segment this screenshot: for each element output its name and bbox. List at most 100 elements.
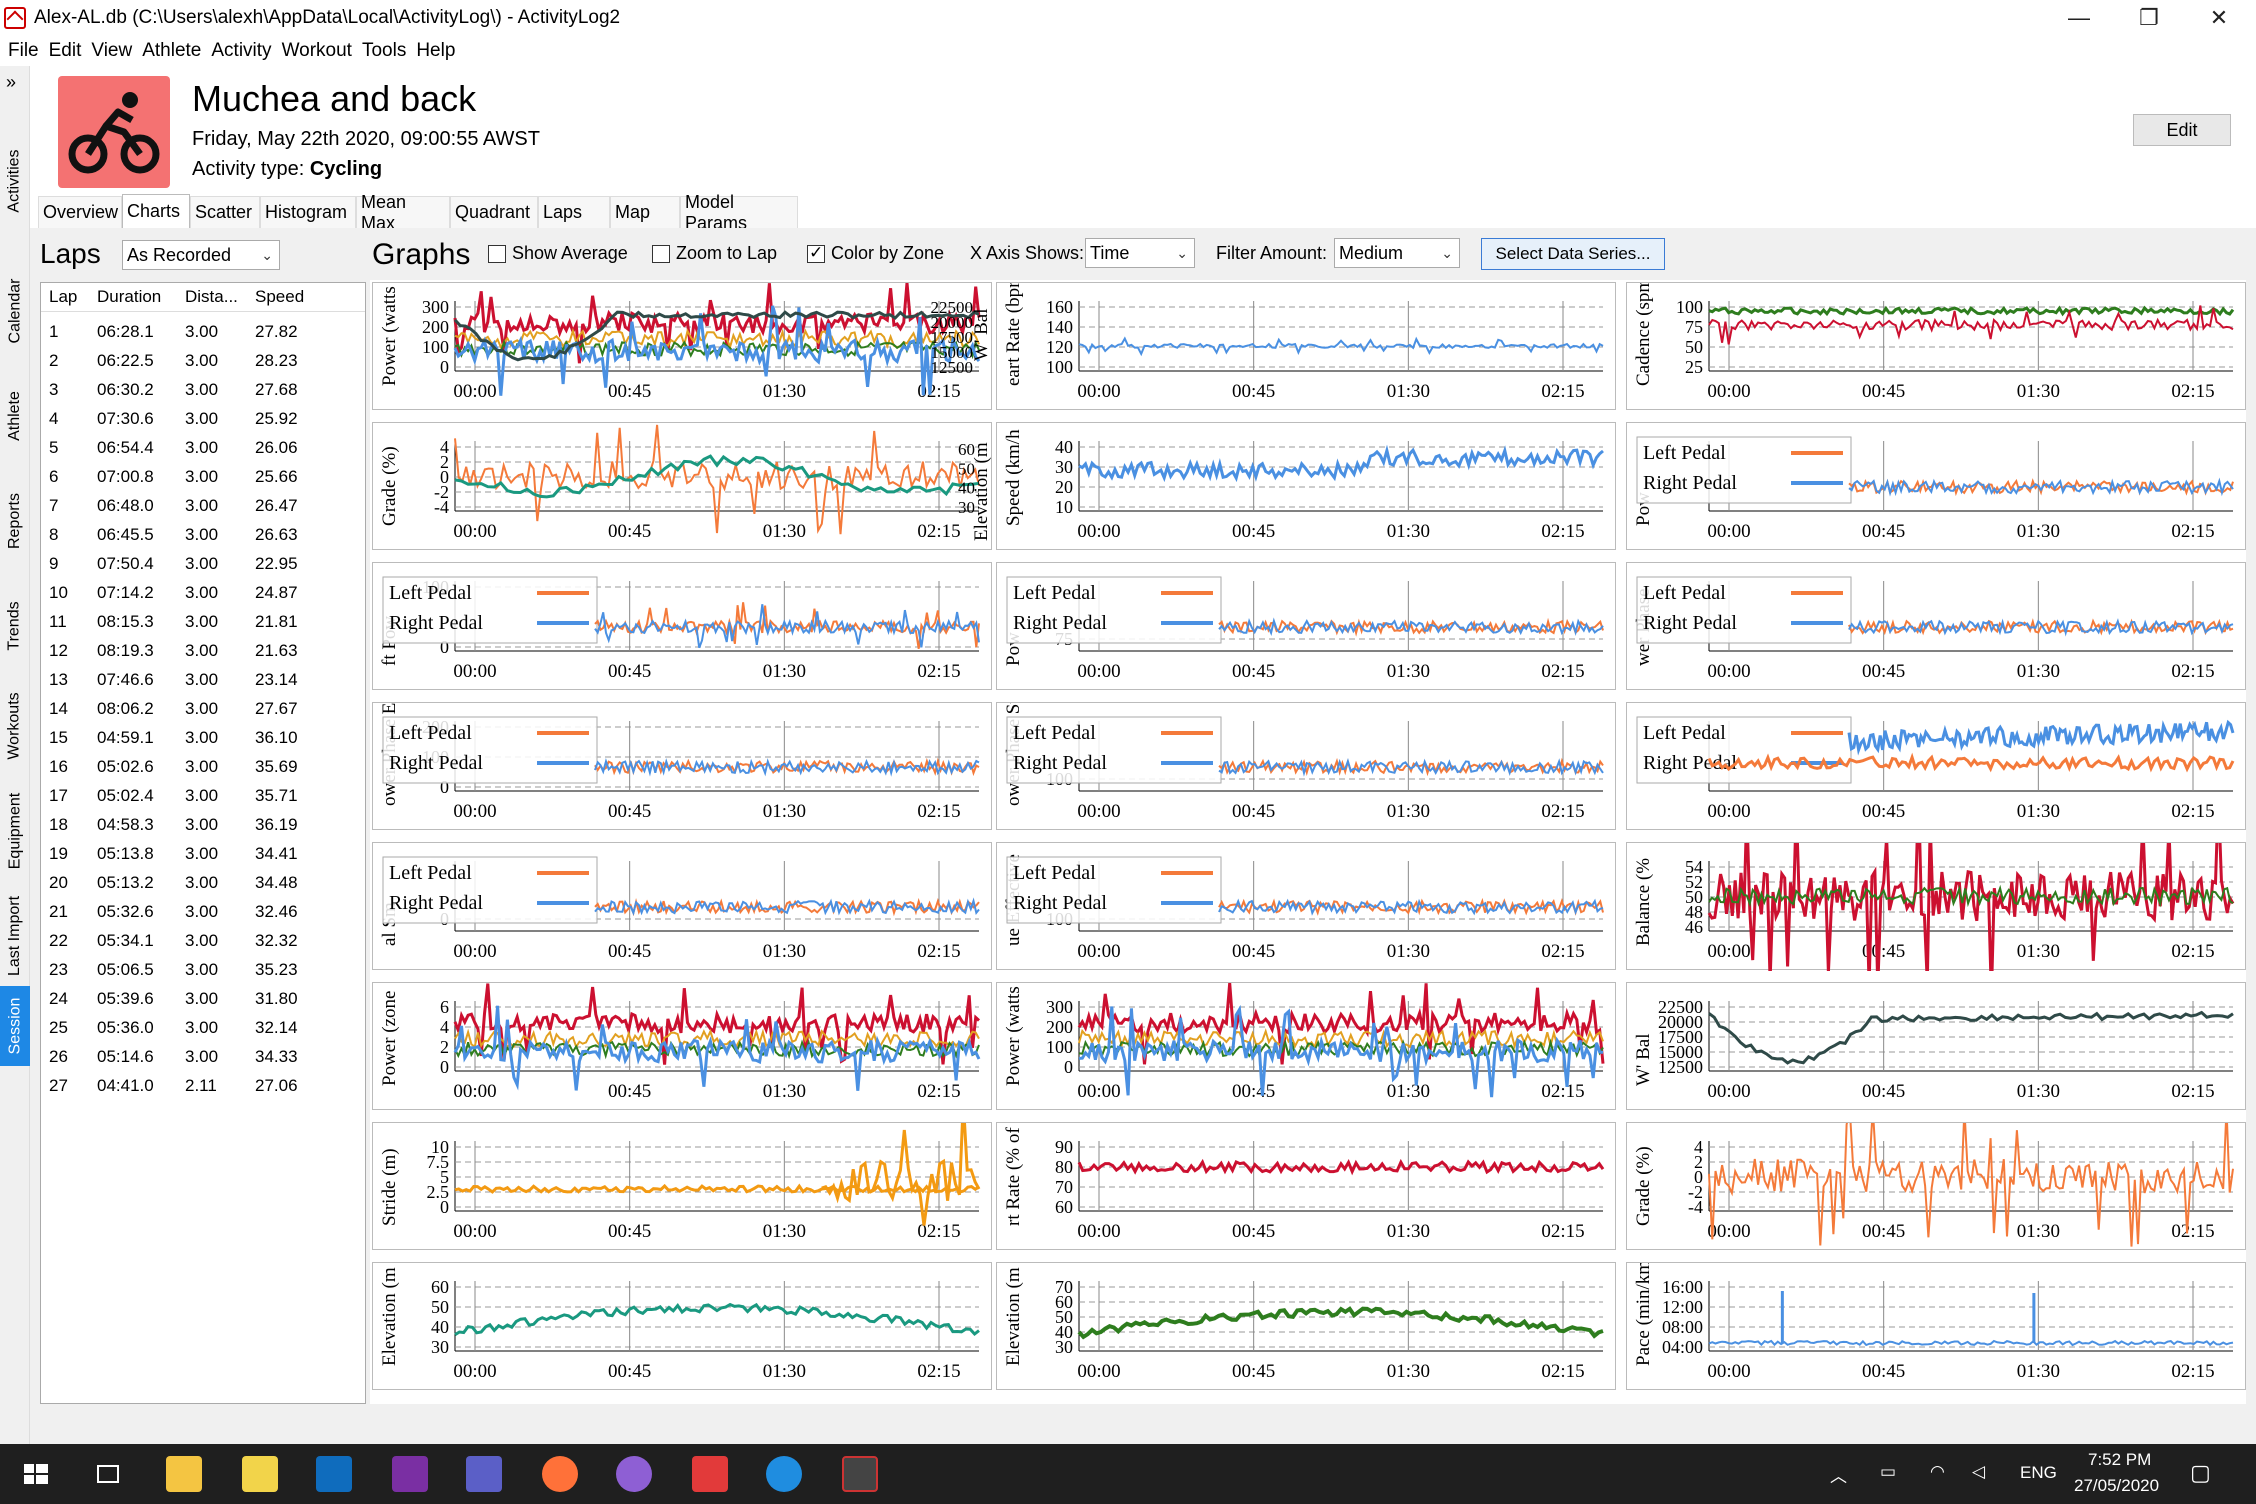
tab-model-params[interactable]: Model Params [680,192,798,233]
chart-hr-flat[interactable]: eart Rate (bpr 160 140 120 100 00:00 00:45 01:3… [996,282,1616,410]
tab-histogram[interactable]: Histogram [260,196,356,228]
menu-help[interactable]: Help [416,40,456,61]
menu-workout[interactable]: Workout [281,40,352,61]
sidebar-item-reports[interactable]: Reports [6,492,23,550]
emacs-icon[interactable] [616,1456,652,1492]
sidebar-item-equipment[interactable]: Equipment [6,792,23,870]
tab-quadrant[interactable]: Quadrant [450,196,538,228]
chart-stride[interactable]: Stride (m) 10 7.5 5 2.5 0 00:00 00:45 01:30 02:15 [372,1122,992,1250]
filter-amount-select[interactable]: Medium ⌄ [1334,238,1460,268]
table-row[interactable]: 24 05:39.6 3.00 31.80 [41,986,367,1015]
wifi-icon[interactable]: ◠ [1930,1462,1945,1481]
table-row[interactable]: 16 05:02.6 3.00 35.69 [41,754,367,783]
volume-icon[interactable]: ◁ [1972,1462,1986,1481]
chart-power-wbal[interactable]: Power (watts 300 200 100 0 00:00 00:45 01:30 02:… [372,282,992,410]
sidebar-item-session[interactable]: Session [0,986,30,1066]
col-distance[interactable]: Dista... [185,287,238,306]
table-row[interactable]: 4 07:30.6 3.00 25.92 [41,406,367,435]
sidebar-item-athlete[interactable]: Athlete [6,391,23,441]
battery-icon[interactable]: ▭ [1880,1462,1897,1481]
sidebar-item-trends[interactable]: Trends [6,601,24,651]
chart-power[interactable]: Power (watts 300 200 100 0 00:00 00:45 01:30 02:… [996,982,1616,1110]
chart-legend-mid[interactable]: ower Phase St10000:0000:4501:3002:15Left… [996,702,1616,830]
chart-legend-two[interactable]: 00:00 00:45 01:30 02:15 Left Pedal Right Peda… [1626,702,2246,830]
file-explorer-icon[interactable] [166,1456,202,1492]
chart-elev-teal[interactable]: Elevation (m 60 50 40 30 00:00 00:45 01:30 02:15 [372,1262,992,1390]
table-row[interactable]: 8 06:45.5 3.00 26.63 [41,522,367,551]
table-row[interactable]: 11 08:15.3 3.00 21.81 [41,609,367,638]
sidebar-item-calendar[interactable]: Calendar [6,278,23,344]
color-by-zone-checkbox[interactable]: Color by Zone [807,243,944,264]
chevron-up-icon[interactable]: ︿ [1830,1467,1847,1486]
minimize-button[interactable]: — [2068,5,2090,30]
table-row[interactable]: 19 05:13.8 3.00 34.41 [41,841,367,870]
table-row[interactable]: 5 06:54.4 3.00 26.06 [41,435,367,464]
table-row[interactable]: 9 07:50.4 3.00 22.95 [41,551,367,580]
tab-overview[interactable]: Overview [38,196,122,228]
table-row[interactable]: 7 06:48.0 3.00 26.47 [41,493,367,522]
clock-time[interactable]: 7:52 PM [2088,1450,2152,1469]
table-row[interactable]: 20 05:13.2 3.00 34.48 [41,870,367,899]
chart-wbal[interactable]: W' Bal 22500 20000 17500 15000 12500 00:00 00:4… [1626,982,2246,1110]
edit-button[interactable]: Edit [2133,114,2231,146]
menu-athlete[interactable]: Athlete [142,40,202,61]
chart-hr-pct[interactable]: rt Rate (% of t 90 80 70 60 00:00 00:45 01:30 02… [996,1122,1616,1250]
firefox-icon[interactable] [542,1456,578,1492]
table-row[interactable]: 12 08:19.3 3.00 21.63 [41,638,367,667]
chart-legend-flat5[interactable]: ue Effective10000:0000:4501:3002:15Left … [996,842,1616,970]
chart-power-zone[interactable]: Power (zone 6 4 2 0 00:00 00:45 01:30 02:15 [372,982,992,1110]
select-data-series-button[interactable]: Select Data Series... [1481,238,1665,270]
show-average-checkbox[interactable]: Show Average [488,243,628,264]
tab-mean-max[interactable]: Mean Max [356,192,450,233]
table-row[interactable]: 15 04:59.1 3.00 36.10 [41,725,367,754]
edge-icon[interactable] [766,1456,802,1492]
clock-date[interactable]: 27/05/2020 [2074,1476,2160,1495]
chart-legend-low[interactable]: ower Phase E200100000:0000:4501:3002:15L… [372,702,992,830]
table-row[interactable]: 13 07:46.6 3.00 23.14 [41,667,367,696]
menu-tools[interactable]: Tools [361,40,407,61]
table-row[interactable]: 25 05:36.0 3.00 32.14 [41,1015,367,1044]
language-indicator[interactable]: ENG [2020,1463,2057,1482]
chart-legend-flat[interactable]: Pow 00:00 00:45 01:30 02:15 Left Pedal Right P… [1626,422,2246,550]
app-gem-icon[interactable] [692,1456,728,1492]
table-row[interactable]: 3 06:30.2 3.00 27.68 [41,377,367,406]
task-view-icon[interactable] [90,1456,126,1492]
table-row[interactable]: 6 07:00.8 3.00 25.66 [41,464,367,493]
windows-start-icon[interactable] [18,1456,54,1492]
table-row[interactable]: 1 06:28.1 3.00 27.82 [41,319,367,348]
chart-pace[interactable]: Pace (min/km 16:00 12:00 08:00 04:00 00:00 00:… [1626,1262,2246,1390]
table-row[interactable]: 27 04:41.0 2.11 27.06 [41,1073,367,1102]
chart-grade[interactable]: Grade (%) 4 2 0 -2 -4 00:00 00:45 01:30 02:15 [1626,1122,2246,1250]
chart-speed[interactable]: Speed (km/h 40 30 20 10 00:00 00:45 01:30 02:15 [996,422,1616,550]
teams-icon[interactable] [466,1456,502,1492]
sidebar-item-workouts[interactable]: Workouts [6,692,23,760]
tab-scatter[interactable]: Scatter [190,196,260,228]
maximize-button[interactable]: ❐ [2139,5,2159,30]
zoom-to-lap-checkbox[interactable]: Zoom to Lap [652,243,777,264]
table-row[interactable]: 18 04:58.3 3.00 36.19 [41,812,367,841]
col-speed[interactable]: Speed [255,287,305,306]
tab-charts[interactable]: Charts [122,194,190,228]
table-row[interactable]: 26 05:14.6 3.00 34.33 [41,1044,367,1073]
table-row[interactable]: 14 08:06.2 3.00 27.67 [41,696,367,725]
chart-cadence[interactable]: Cadence (spm 100 75 50 25 00:00 00:45 01:30 02:1… [1626,282,2246,410]
chart-grade-elev[interactable]: Grade (%) 4 2 0 -2 -4 00:00 00:45 01:30 02:15 Elev… [372,422,992,550]
chart-elev-green[interactable]: Elevation (m 70 60 50 40 30 00:00 00:45 01:30 02:… [996,1262,1616,1390]
onenote-icon[interactable] [392,1456,428,1492]
lock-icon[interactable] [242,1456,278,1492]
col-lap[interactable]: Lap [49,287,78,306]
sidebar-toggle[interactable]: » [6,72,17,92]
table-row[interactable]: 2 06:22.5 3.00 28.23 [41,348,367,377]
sidebar-item-activities[interactable]: Activities [6,149,23,213]
laps-mode-select[interactable]: As Recorded ⌄ [122,240,280,270]
table-row[interactable]: 17 05:02.4 3.00 35.71 [41,783,367,812]
tab-map[interactable]: Map [610,196,680,228]
table-row[interactable]: 10 07:14.2 3.00 24.87 [41,580,367,609]
menu-file[interactable]: File [8,40,39,61]
table-row[interactable]: 21 05:32.6 3.00 32.46 [41,899,367,928]
menu-edit[interactable]: Edit [48,40,82,61]
